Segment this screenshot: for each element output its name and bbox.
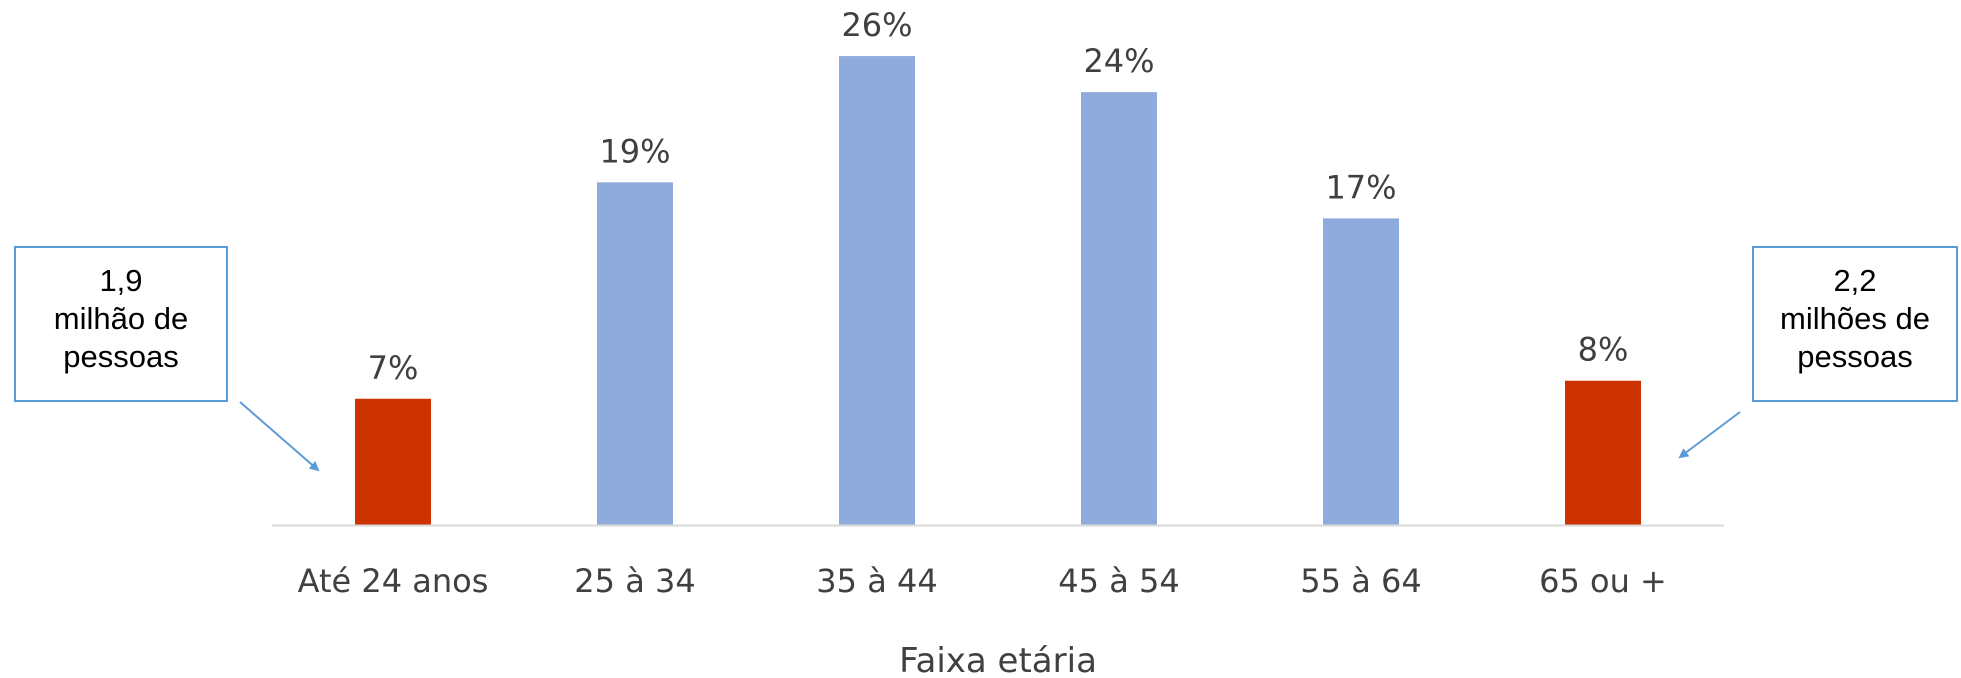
bar-0	[355, 398, 431, 525]
x-tick-label-2: 35 à 44	[816, 562, 937, 600]
x-tick-label-0: Até 24 anos	[298, 562, 489, 600]
x-tick-label-3: 45 à 54	[1058, 562, 1179, 600]
data-label-2: 26%	[841, 6, 912, 44]
callout-left-line-1: 1,9	[99, 263, 143, 298]
bar-4	[1323, 218, 1399, 525]
x-tick-label-1: 25 à 34	[574, 562, 695, 600]
callout-arrow-right	[1678, 411, 1741, 459]
data-label-5: 8%	[1578, 331, 1629, 369]
callout-arrow-left	[239, 401, 320, 472]
callout-right-line-3: pessoas	[1797, 339, 1913, 374]
bar-1	[597, 182, 673, 526]
callout-right-line-1: 2,2	[1833, 263, 1877, 298]
data-label-4: 17%	[1325, 168, 1396, 206]
callout-right-line-2: milhões de	[1780, 301, 1930, 336]
data-label-0: 7%	[368, 349, 419, 387]
data-label-3: 24%	[1083, 42, 1154, 80]
callout-box-left: 1,9 milhão de pessoas	[14, 246, 228, 402]
callout-arrows-group	[239, 401, 1741, 472]
x-tick-labels-group: Até 24 anos 25 à 34 35 à 44 45 à 54 55 à 64 6…	[298, 562, 1667, 600]
x-tick-label-5: 65 ou +	[1539, 562, 1667, 600]
callout-left-line-2: milhão de	[53, 301, 189, 336]
x-axis-title: Faixa etária	[899, 641, 1097, 678]
bar-3	[1081, 92, 1157, 526]
x-tick-label-4: 55 à 64	[1300, 562, 1421, 600]
callout-left-line-3: pessoas	[63, 339, 179, 374]
data-labels-group: 7% 19% 26% 24% 17% 8%	[368, 6, 1629, 387]
callout-box-right: 2,2 milhões de pessoas	[1752, 246, 1958, 402]
bar-2	[839, 56, 915, 525]
bar-5	[1565, 380, 1641, 525]
data-label-1: 19%	[599, 132, 670, 170]
bars-group	[355, 56, 1641, 526]
